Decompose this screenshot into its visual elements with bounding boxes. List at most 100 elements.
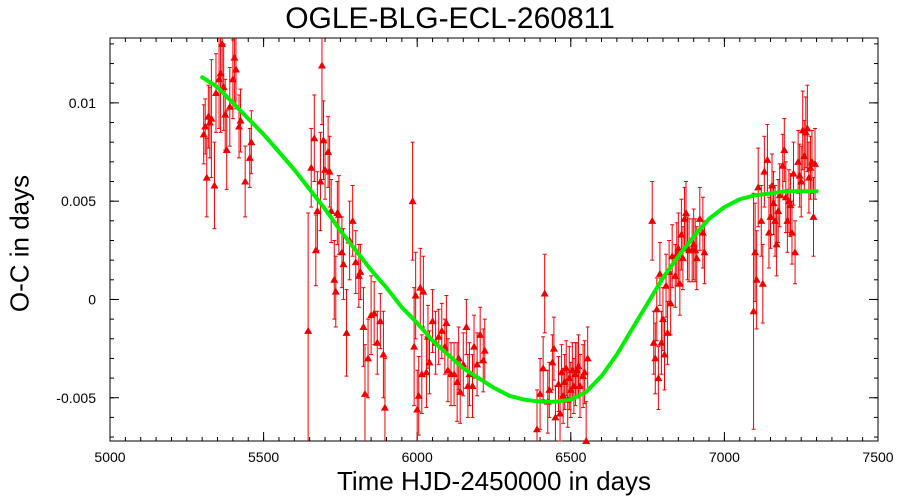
triangle-marker (549, 344, 558, 352)
triangle-marker (536, 389, 545, 397)
y-tick-label: 0 (88, 291, 96, 307)
triangle-marker (801, 128, 810, 136)
triangle-marker (442, 319, 451, 327)
triangle-marker (583, 354, 592, 362)
x-tick-label: 7500 (862, 449, 893, 465)
triangle-marker (794, 157, 803, 165)
triangle-marker (771, 216, 780, 224)
triangle-marker (356, 267, 365, 275)
triangle-marker (453, 378, 462, 386)
triangle-marker (317, 61, 326, 69)
triangle-marker (576, 381, 585, 389)
triangle-marker (351, 258, 360, 266)
triangle-marker (565, 374, 574, 382)
triangle-marker (671, 271, 680, 279)
triangle-marker (556, 409, 565, 417)
triangle-marker (783, 216, 792, 224)
triangle-marker (569, 381, 578, 389)
y-axis-label: O-C in days (4, 174, 35, 313)
triangle-marker (660, 350, 669, 358)
triangle-marker (680, 214, 689, 222)
triangle-marker (199, 130, 208, 138)
triangle-marker (806, 163, 815, 171)
triangle-marker (797, 177, 806, 185)
triangle-marker (749, 307, 758, 315)
triangle-marker (330, 275, 339, 283)
triangle-marker (434, 332, 443, 340)
triangle-marker (781, 193, 790, 201)
triangle-marker (691, 246, 700, 254)
triangle-marker (768, 181, 777, 189)
y-tick-label: 0.01 (69, 95, 96, 111)
triangle-marker (648, 216, 657, 224)
triangle-marker (313, 206, 322, 214)
triangle-marker (579, 372, 588, 380)
triangle-marker (480, 346, 489, 354)
triangle-marker (443, 366, 452, 374)
triangle-marker (654, 374, 663, 382)
triangle-marker (376, 317, 385, 325)
triangle-marker (692, 254, 701, 262)
triangle-marker (235, 122, 244, 130)
triangle-marker (228, 75, 237, 83)
triangle-marker (380, 403, 389, 411)
triangle-marker (416, 283, 425, 291)
triangle-marker (695, 214, 704, 222)
triangle-marker (554, 379, 563, 387)
triangle-marker (342, 328, 351, 336)
triangle-marker (360, 389, 369, 397)
triangle-marker (566, 385, 575, 393)
triangle-marker (419, 287, 428, 295)
triangle-marker (411, 291, 420, 299)
triangle-marker (675, 279, 684, 287)
triangle-marker (450, 370, 459, 378)
triangle-marker (325, 167, 334, 175)
triangle-marker (674, 244, 683, 252)
triangle-marker (334, 210, 343, 218)
triangle-marker (545, 385, 554, 393)
triangle-marker (540, 289, 549, 297)
triangle-marker (473, 360, 482, 368)
triangle-marker (319, 136, 328, 144)
triangle-marker (215, 75, 224, 83)
triangle-marker (437, 326, 446, 334)
triangle-marker (574, 362, 583, 370)
triangle-marker (205, 118, 214, 126)
triangle-marker (354, 271, 363, 279)
triangle-marker (682, 208, 690, 216)
y-tick-label: -0.005 (56, 390, 96, 406)
triangle-marker (470, 342, 479, 350)
triangle-marker (655, 269, 664, 277)
triangle-marker (658, 315, 667, 323)
tick-labels: 5000 5500 6000 6500 7000 7500 -0.005 0 0.005 0.01 (56, 95, 893, 465)
triangle-marker (476, 330, 485, 338)
triangle-marker (662, 281, 671, 289)
triangle-marker (304, 326, 313, 334)
triangle-marker (652, 305, 661, 313)
triangle-marker (359, 322, 368, 330)
triangle-marker (582, 437, 591, 444)
triangle-marker (216, 69, 225, 77)
triangle-marker (666, 299, 675, 307)
triangle-marker (559, 391, 568, 399)
triangle-marker (775, 191, 784, 199)
triangle-marker (245, 153, 254, 161)
triangle-marker (218, 39, 227, 47)
error-bars (201, 38, 818, 442)
triangle-marker (321, 165, 330, 173)
triangle-marker (533, 425, 542, 433)
triangle-marker (548, 358, 557, 366)
triangle-marker (231, 65, 240, 73)
triangle-marker (772, 240, 781, 248)
triangle-marker (310, 134, 319, 142)
triangle-marker (754, 183, 763, 191)
triangle-marker (571, 370, 580, 378)
triangle-marker (479, 356, 488, 364)
triangle-marker (201, 122, 210, 130)
triangle-marker (677, 230, 686, 238)
triangle-marker (580, 368, 589, 376)
triangle-marker (221, 110, 230, 118)
triangle-marker (410, 342, 419, 350)
triangle-marker (751, 248, 760, 256)
x-axis-label: Time HJD-2450000 in days (336, 466, 652, 496)
